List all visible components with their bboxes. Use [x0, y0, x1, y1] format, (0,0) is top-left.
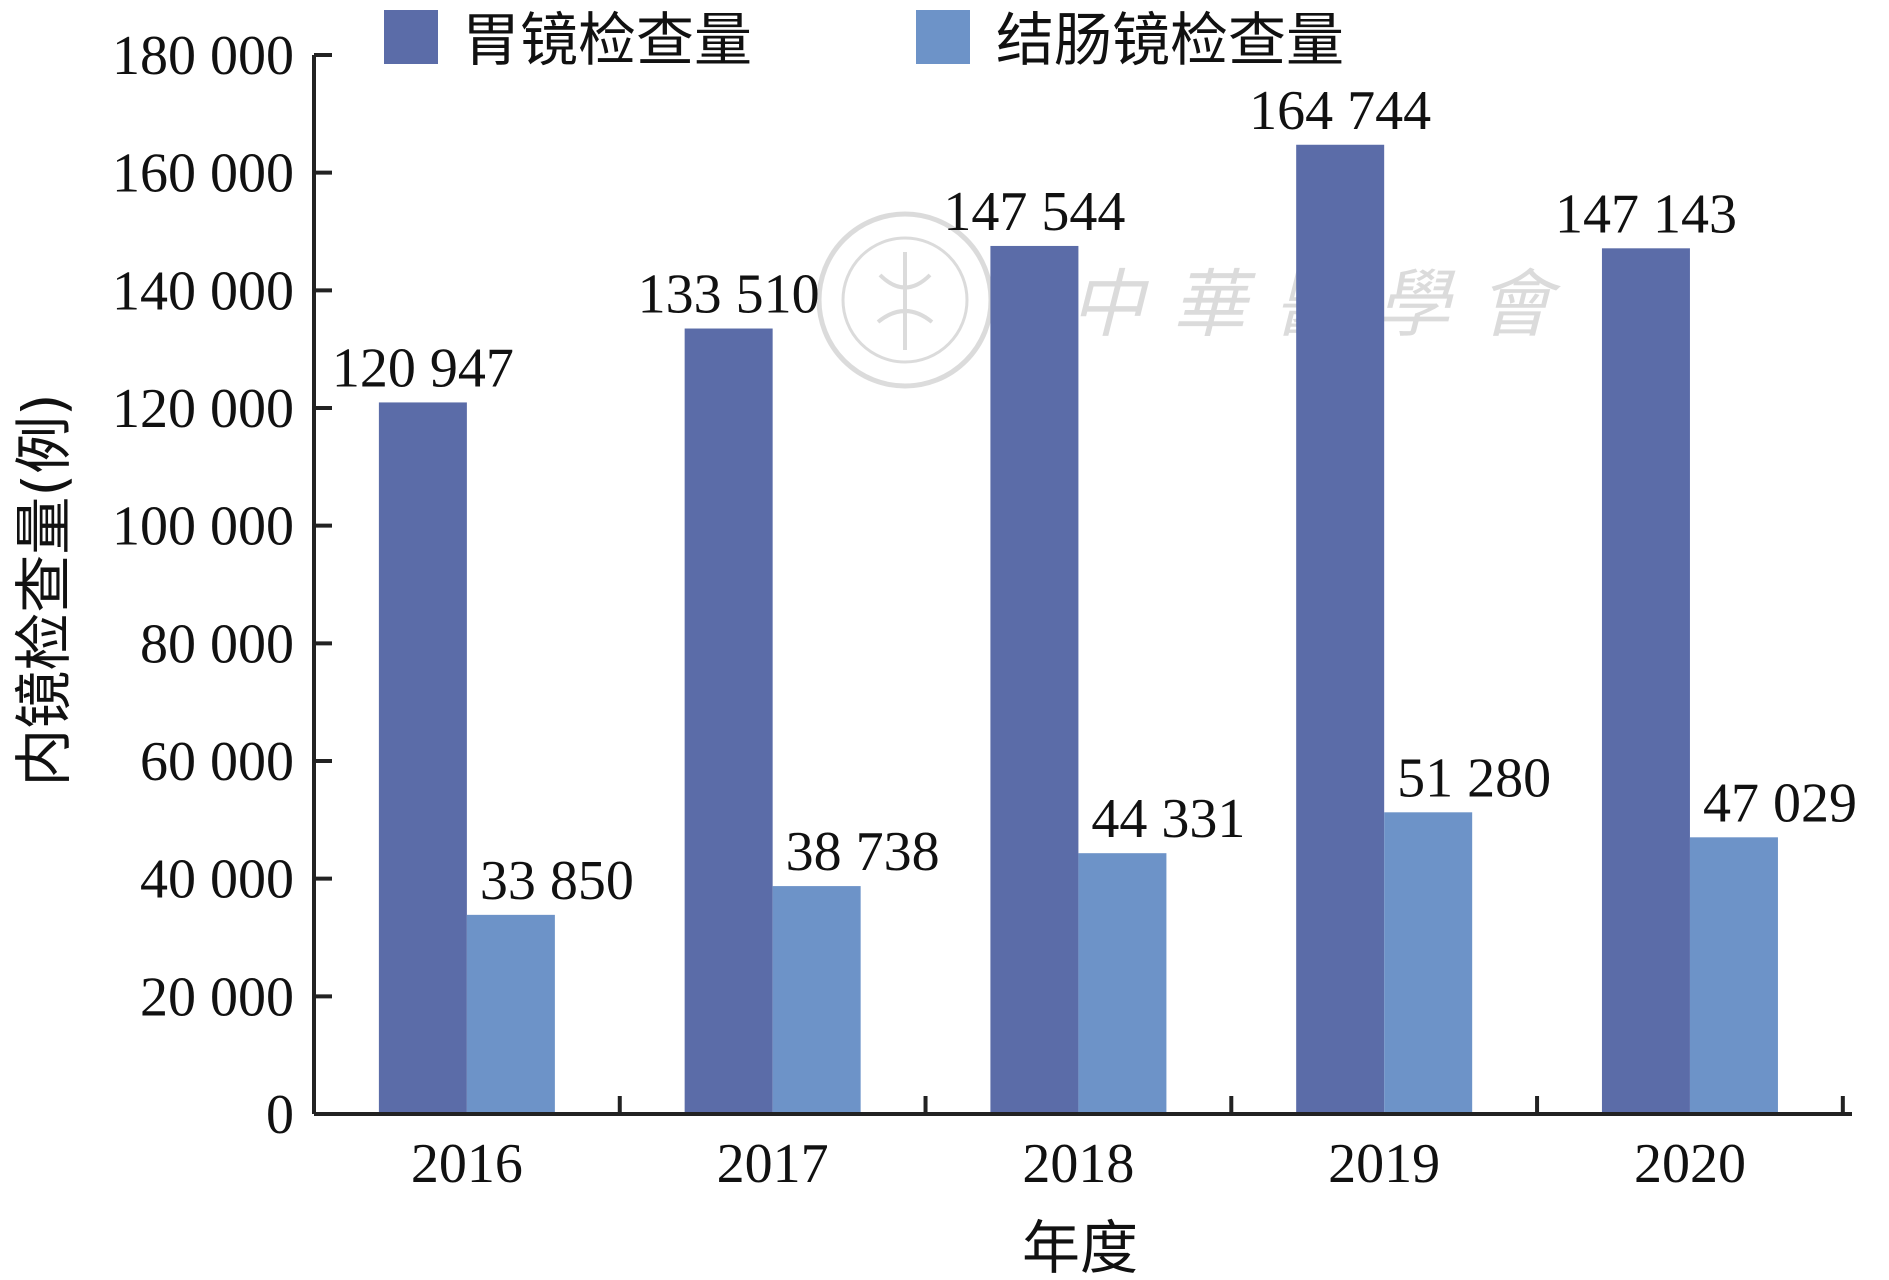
x-tick-label: 2020	[1634, 1133, 1746, 1195]
data-label-colonoscopy: 33 850	[480, 850, 634, 912]
y-tick-label: 0	[266, 1084, 294, 1146]
data-label-colonoscopy: 38 738	[786, 821, 940, 883]
bar-colonoscopy	[1384, 812, 1473, 1114]
bars	[378, 144, 1778, 1115]
y-axis-ticks: 0 20 000 40 000 60 000 80 000 100 000 120 000 1…	[112, 25, 332, 1146]
data-label-colonoscopy: 47 029	[1703, 772, 1857, 834]
data-label-colonoscopy: 44 331	[1091, 788, 1245, 850]
x-tick-label: 2016	[411, 1133, 523, 1195]
legend-label-colonoscopy: 结肠镜检查量	[996, 6, 1344, 74]
data-label-gastroscopy: 164 744	[1249, 80, 1431, 142]
y-tick-label: 160 000	[112, 143, 294, 205]
legend-swatch-colonoscopy	[916, 10, 970, 64]
legend-label-gastroscopy: 胃镜检查量	[462, 6, 752, 74]
bar-gastroscopy	[990, 245, 1079, 1114]
watermark-seal-inner	[841, 236, 969, 364]
bar-colonoscopy	[466, 914, 555, 1114]
y-tick-label: 20 000	[140, 966, 294, 1028]
y-axis-title: 内镜检查量(例)	[10, 393, 78, 786]
bar-colonoscopy	[772, 886, 861, 1114]
watermark: 中華醫學會	[816, 211, 1552, 389]
y-tick-label: 80 000	[140, 613, 294, 675]
y-tick-label: 40 000	[140, 849, 294, 911]
bar-colonoscopy	[1689, 837, 1778, 1114]
bar-gastroscopy	[1296, 144, 1385, 1115]
legend: 胃镜检查量 结肠镜检查量	[384, 6, 1344, 74]
data-label-gastroscopy: 120 947	[332, 337, 514, 399]
bar-gastroscopy	[378, 402, 467, 1115]
data-label-gastroscopy: 147 544	[943, 181, 1125, 243]
x-axis-ticks: 2016 2017 2018 2019 2020	[411, 1096, 1845, 1195]
y-tick-label: 140 000	[112, 260, 294, 322]
x-tick-label: 2018	[1022, 1133, 1134, 1195]
x-tick-label: 2017	[717, 1133, 829, 1195]
bar-gastroscopy	[1601, 248, 1690, 1114]
data-label-colonoscopy: 51 280	[1397, 747, 1551, 809]
bar-gastroscopy	[684, 328, 773, 1114]
data-label-gastroscopy: 147 143	[1555, 183, 1737, 245]
y-tick-label: 180 000	[112, 25, 294, 87]
data-label-gastroscopy: 133 510	[638, 264, 820, 326]
data-labels: 120 947 33 850 133 510 38 738 147 544 44 331 1…	[332, 80, 1857, 912]
x-tick-label: 2019	[1328, 1133, 1440, 1195]
watermark-seal-emblem	[876, 252, 934, 350]
x-axis-title: 年度	[1022, 1214, 1138, 1280]
bar-colonoscopy	[1078, 853, 1167, 1114]
legend-swatch-gastroscopy	[384, 10, 438, 64]
y-tick-label: 60 000	[140, 731, 294, 793]
y-tick-label: 100 000	[112, 496, 294, 558]
y-tick-label: 120 000	[112, 378, 294, 440]
